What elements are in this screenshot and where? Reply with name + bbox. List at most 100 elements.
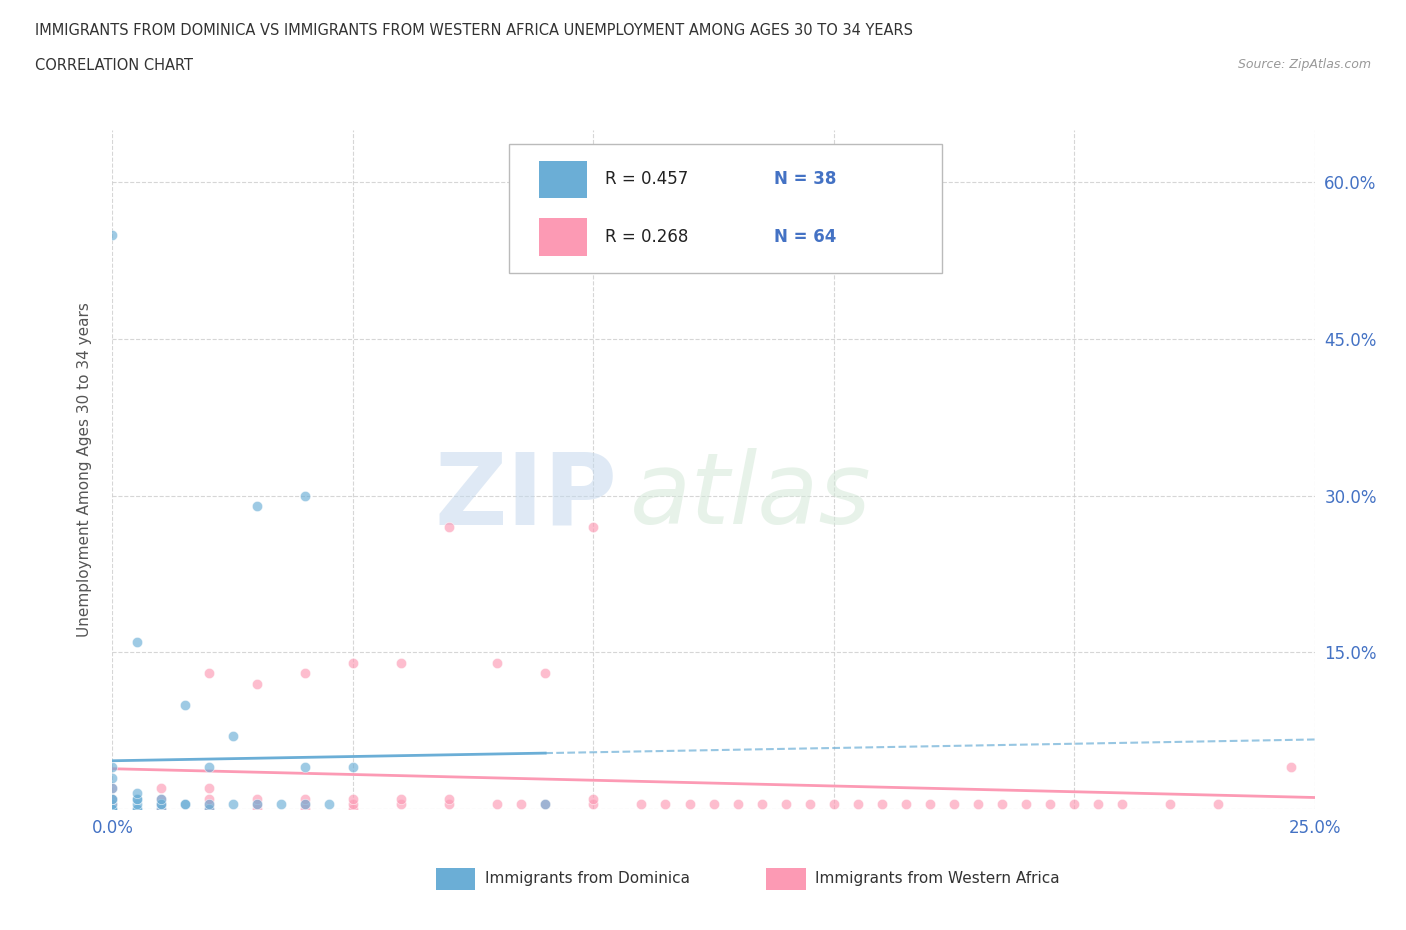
Point: [486, 796, 509, 811]
Point: [582, 520, 605, 535]
Point: [125, 802, 148, 817]
Point: [823, 796, 845, 811]
Point: [702, 796, 725, 811]
Point: [1208, 796, 1230, 811]
Text: R = 0.457: R = 0.457: [606, 170, 689, 189]
Point: [678, 796, 700, 811]
Point: [222, 728, 245, 743]
Y-axis label: Unemployment Among Ages 30 to 34 years: Unemployment Among Ages 30 to 34 years: [77, 302, 91, 637]
Point: [101, 802, 124, 817]
Text: IMMIGRANTS FROM DOMINICA VS IMMIGRANTS FROM WESTERN AFRICA UNEMPLOYMENT AMONG AG: IMMIGRANTS FROM DOMINICA VS IMMIGRANTS F…: [35, 23, 912, 38]
Point: [751, 796, 773, 811]
Point: [101, 802, 124, 817]
Point: [149, 796, 172, 811]
Point: [125, 796, 148, 811]
Point: [294, 791, 316, 806]
Point: [149, 791, 172, 806]
Point: [101, 781, 124, 796]
Point: [727, 796, 749, 811]
Point: [101, 781, 124, 796]
Point: [149, 796, 172, 811]
Text: CORRELATION CHART: CORRELATION CHART: [35, 58, 193, 73]
Text: Immigrants from Dominica: Immigrants from Dominica: [485, 871, 690, 886]
Point: [846, 796, 869, 811]
Point: [1111, 796, 1133, 811]
Point: [1063, 796, 1085, 811]
Point: [1159, 796, 1181, 811]
Point: [101, 227, 124, 242]
Point: [294, 796, 316, 811]
Text: Immigrants from Western Africa: Immigrants from Western Africa: [815, 871, 1060, 886]
Point: [149, 781, 172, 796]
FancyBboxPatch shape: [540, 219, 588, 256]
Point: [149, 796, 172, 811]
Point: [222, 796, 245, 811]
FancyBboxPatch shape: [540, 161, 588, 198]
Text: N = 38: N = 38: [773, 170, 837, 189]
Text: Source: ZipAtlas.com: Source: ZipAtlas.com: [1237, 58, 1371, 71]
FancyBboxPatch shape: [509, 144, 942, 272]
Point: [294, 488, 316, 503]
Point: [967, 796, 990, 811]
Point: [894, 796, 917, 811]
Point: [149, 802, 172, 817]
Point: [654, 796, 676, 811]
Point: [534, 666, 557, 681]
Point: [246, 676, 269, 691]
Point: [197, 760, 219, 775]
Point: [318, 796, 340, 811]
Point: [149, 791, 172, 806]
Point: [101, 796, 124, 811]
Point: [101, 802, 124, 817]
Point: [342, 791, 364, 806]
Point: [101, 791, 124, 806]
Point: [270, 796, 292, 811]
Point: [101, 791, 124, 806]
Point: [942, 796, 965, 811]
Point: [582, 796, 605, 811]
Point: [197, 802, 219, 817]
Point: [294, 666, 316, 681]
Point: [1015, 796, 1038, 811]
Point: [197, 796, 219, 811]
Point: [246, 791, 269, 806]
Point: [991, 796, 1014, 811]
Point: [125, 634, 148, 649]
Point: [125, 802, 148, 817]
Point: [101, 802, 124, 817]
Point: [437, 791, 460, 806]
Point: [342, 760, 364, 775]
Point: [173, 796, 195, 811]
Point: [173, 796, 195, 811]
Point: [149, 802, 172, 817]
Point: [197, 802, 219, 817]
Point: [437, 520, 460, 535]
Point: [486, 656, 509, 671]
Point: [389, 796, 412, 811]
Text: ZIP: ZIP: [434, 448, 617, 545]
Point: [197, 781, 219, 796]
Point: [437, 796, 460, 811]
Point: [510, 796, 533, 811]
Text: N = 64: N = 64: [773, 228, 837, 246]
Point: [775, 796, 797, 811]
Point: [534, 796, 557, 811]
Point: [918, 796, 941, 811]
Point: [173, 698, 195, 712]
Point: [125, 786, 148, 801]
Text: atlas: atlas: [630, 448, 872, 545]
Point: [294, 802, 316, 817]
Point: [582, 791, 605, 806]
Point: [246, 796, 269, 811]
Point: [294, 796, 316, 811]
Point: [342, 802, 364, 817]
Point: [534, 796, 557, 811]
Point: [342, 796, 364, 811]
Point: [294, 760, 316, 775]
Point: [389, 656, 412, 671]
Point: [1087, 796, 1109, 811]
Point: [197, 796, 219, 811]
Point: [799, 796, 821, 811]
Point: [101, 796, 124, 811]
Point: [246, 802, 269, 817]
